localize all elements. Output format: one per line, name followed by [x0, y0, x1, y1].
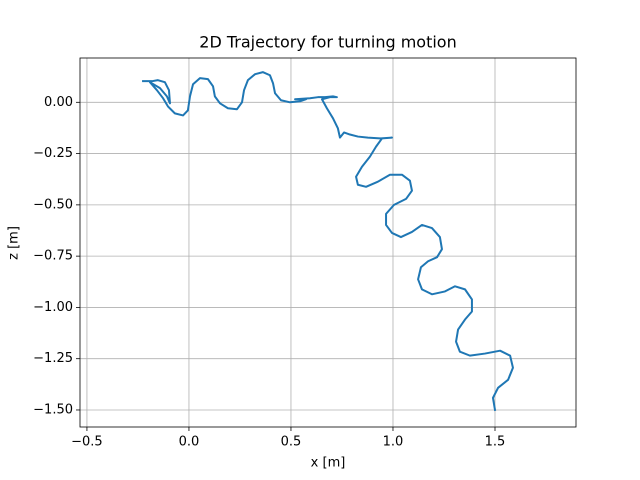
y-tick-label: −0.75 [33, 249, 73, 264]
x-tick-label: −0.5 [71, 435, 103, 450]
trajectory-line [142, 71, 514, 412]
y-tick-label: −1.25 [33, 351, 73, 366]
y-tick-label: 0.00 [44, 95, 73, 110]
y-tick-label: −0.25 [33, 146, 73, 161]
x-tick-label: 0.0 [179, 435, 200, 450]
x-tick-label: 1.5 [485, 435, 506, 450]
chart-title: 2D Trajectory for turning motion [199, 33, 456, 52]
y-tick-label: −1.00 [33, 300, 73, 315]
y-tick-label: −1.50 [33, 402, 73, 417]
x-tick-label: 0.5 [281, 435, 302, 450]
y-axis-label: z [m] [7, 226, 22, 260]
plot-frame [79, 57, 577, 428]
x-axis-label: x [m] [311, 456, 346, 471]
x-tick-label: 1.0 [383, 435, 404, 450]
y-tick-label: −0.50 [33, 197, 73, 212]
